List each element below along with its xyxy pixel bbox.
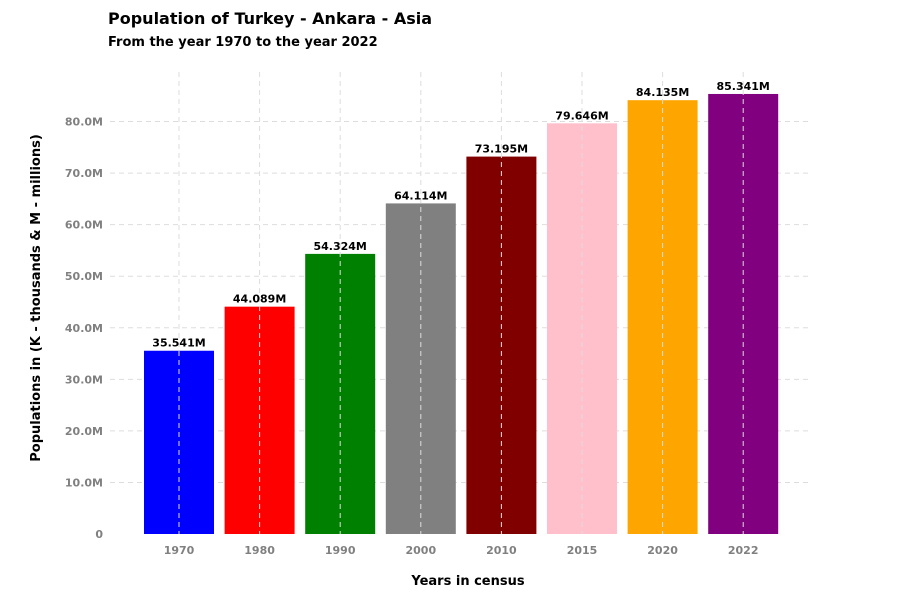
x-tick-label: 1980 [244,544,275,557]
data-label-2000: 64.114M [394,189,447,202]
data-label-2022: 85.341M [716,80,769,93]
y-tick-label: 80.0M [65,116,103,129]
y-tick-label: 0 [95,528,103,541]
y-axis-ticks: 0 10.0M 20.0M 30.0M 40.0M 50.0M 60.0M 70.0M 80.0… [65,116,103,542]
data-label-2020: 84.135M [636,86,689,99]
y-tick-label: 40.0M [65,322,103,335]
x-tick-label: 2010 [486,544,517,557]
bars [144,93,779,535]
y-tick-label: 10.0M [65,476,103,489]
data-labels: 35.541M 44.089M 54.324M 64.114M 73.195M 79.64… [152,72,770,534]
y-tick-label: 70.0M [65,167,103,180]
x-axis-label: Years in census [410,574,524,589]
x-tick-label: 2000 [405,544,436,557]
data-label-1990: 54.324M [313,240,366,253]
grid-lines [110,121,810,483]
y-tick-label: 50.0M [65,270,103,283]
bar-1990 [305,253,376,534]
x-axis-ticks: 1970 1980 1990 2000 2010 2015 2020 2022 [164,544,759,557]
x-tick-label: 1970 [164,544,195,557]
y-axis-label: Populations in (K - thousands & M - mill… [29,134,44,462]
x-tick-label: 2020 [647,544,678,557]
bar-2022 [708,93,779,534]
data-label-1980: 44.089M [233,293,286,306]
y-tick-label: 30.0M [65,373,103,386]
data-label-2010: 73.195M [475,143,528,156]
x-tick-label: 2015 [567,544,598,557]
y-tick-label: 60.0M [65,219,103,232]
data-label-2015: 79.646M [555,109,608,122]
data-label-1970: 35.541M [152,337,205,350]
chart-subtitle: From the year 1970 to the year 2022 [108,35,378,50]
x-tick-label: 1990 [325,544,356,557]
y-tick-label: 20.0M [65,425,103,438]
chart-title: Population of Turkey - Ankara - Asia [108,9,433,28]
x-tick-label: 2022 [728,544,759,557]
